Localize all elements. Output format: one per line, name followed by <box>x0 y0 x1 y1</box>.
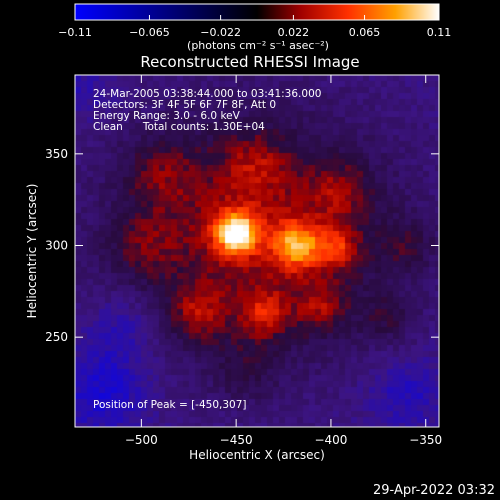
colorbar-tick-label: −0.065 <box>129 26 170 39</box>
annotation-clean: Clean Total counts: 1.30E+04 <box>93 121 265 133</box>
colorbar-units-label: (photons cm⁻² s⁻¹ asec⁻²) <box>187 39 329 52</box>
plot-frame <box>74 74 440 428</box>
colorbar-tick-label: −0.022 <box>200 26 241 39</box>
y-tick-label: 300 <box>45 239 68 253</box>
chart-title: Reconstructed RHESSI Image <box>140 53 359 71</box>
colorbar: −0.11 −0.065 −0.022 0.022 0.065 0.11 (photons… <box>58 3 452 52</box>
y-tick-label: 350 <box>45 147 68 161</box>
x-axis-label: Heliocentric X (arcsec) <box>189 448 325 462</box>
annotation-time-range: 24-Mar-2005 03:38:44.000 to 03:41:36.000 <box>93 88 321 100</box>
colorbar-gradient <box>75 4 439 20</box>
colorbar-tick-label: 0.022 <box>278 26 310 39</box>
x-tick-label: −500 <box>125 433 158 447</box>
colorbar-tick-label: 0.065 <box>349 26 381 39</box>
footer-date: 29-Apr-2022 03:32 <box>373 483 495 498</box>
y-axis-label: Heliocentric Y (arcsec) <box>25 184 39 319</box>
colorbar-tick-label: 0.11 <box>427 26 452 39</box>
x-tick-label: −400 <box>314 433 347 447</box>
x-tick-label: −350 <box>409 433 442 447</box>
colorbar-tick-label: −0.11 <box>58 26 92 39</box>
annotation-detectors: Detectors: 3F 4F 5F 6F 7F 8F, Att 0 <box>93 99 276 111</box>
annotation-energy: Energy Range: 3.0 - 6.0 keV <box>93 110 241 122</box>
heatmap-image <box>75 75 439 427</box>
annotation-peak: Position of Peak = [-450,307] <box>93 399 247 411</box>
y-tick-label: 250 <box>45 330 68 344</box>
colorbar-frame <box>74 3 440 21</box>
x-tick-label: −450 <box>220 433 253 447</box>
